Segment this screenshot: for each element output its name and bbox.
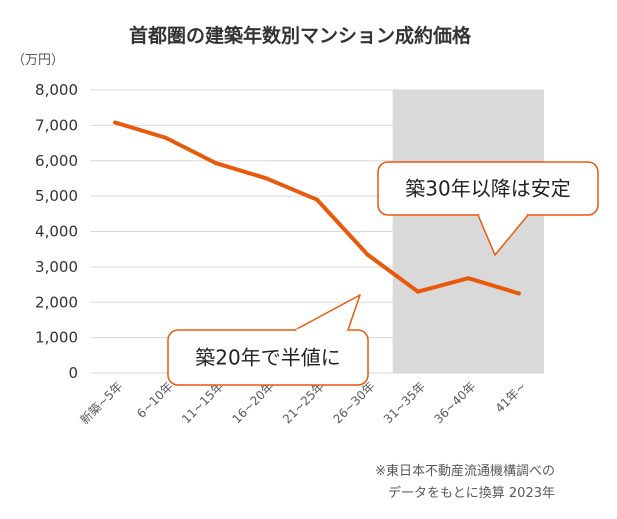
y-axis-unit-label: （万円）	[12, 53, 64, 68]
source-note-line-1: ※東日本不動産流通機構調べの	[375, 463, 555, 479]
y-tick-label: 3,000	[35, 258, 78, 276]
data-point	[264, 176, 269, 181]
data-point	[365, 252, 370, 257]
y-tick-label: 2,000	[35, 293, 78, 311]
x-tick-label: 26~30年	[330, 379, 377, 426]
data-point	[315, 197, 319, 202]
x-tick-label: 16~20年	[230, 379, 277, 426]
x-tick-label: 21~25年	[280, 379, 327, 426]
source-note-line-2: データをもとに換算 2023年	[388, 485, 555, 501]
callout-text: 築30年以降は安定	[405, 177, 570, 201]
data-point	[466, 276, 471, 281]
callout: 築30年以降は安定	[377, 161, 599, 256]
callout-box	[167, 329, 369, 386]
data-point	[516, 291, 521, 296]
y-tick-label: 4,000	[35, 223, 78, 241]
x-tick-label: 6~10年	[134, 379, 176, 421]
x-tick-label: 41年~	[493, 379, 529, 415]
data-point	[163, 135, 168, 140]
chart-title: 首都圏の建築年数別マンション成約価格	[129, 24, 472, 47]
x-tick-label: 36~40年	[431, 379, 478, 426]
callout-tail	[477, 214, 529, 256]
data-point	[415, 289, 420, 294]
x-tick-label: 新築~5年	[77, 379, 126, 428]
data-point	[113, 120, 118, 125]
callout-text: 築20年で半値に	[195, 346, 340, 370]
y-tick-label: 6,000	[35, 152, 78, 170]
x-tick-label: 11~15年	[179, 379, 226, 426]
y-tick-label: 7,000	[35, 116, 78, 134]
y-tick-label: 5,000	[35, 187, 78, 205]
y-tick-label: 0	[68, 364, 78, 382]
data-point	[214, 161, 219, 166]
callout: 築20年で半値に	[167, 294, 369, 386]
y-tick-label: 1,000	[35, 329, 78, 347]
y-tick-label: 8,000	[35, 81, 78, 99]
x-tick-label: 31~35年	[381, 379, 428, 426]
callout-tail	[294, 294, 361, 331]
